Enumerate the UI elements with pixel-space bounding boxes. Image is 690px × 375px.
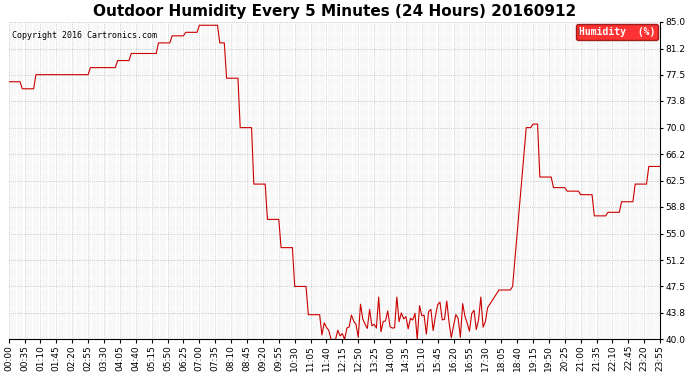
- Legend: Humidity  (%): Humidity (%): [576, 24, 658, 39]
- Text: Copyright 2016 Cartronics.com: Copyright 2016 Cartronics.com: [12, 31, 157, 40]
- Title: Outdoor Humidity Every 5 Minutes (24 Hours) 20160912: Outdoor Humidity Every 5 Minutes (24 Hou…: [92, 4, 576, 19]
